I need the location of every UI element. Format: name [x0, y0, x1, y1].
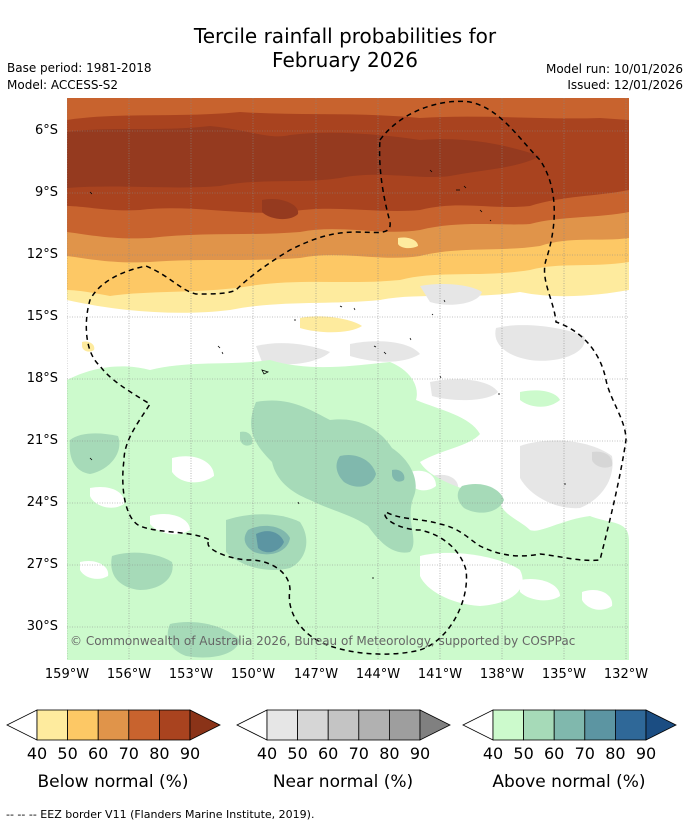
legend-extend-high [419, 709, 451, 741]
above-normal-60-area [336, 454, 376, 487]
lat-label: 15°S [26, 309, 58, 324]
legend-tick-label: 70 [118, 744, 139, 763]
model-run: Model run: 10/01/2026 [545, 62, 683, 76]
legend-title: Above normal (%) [492, 772, 646, 792]
legend-extend-low [6, 709, 38, 741]
lat-label: 30°S [26, 619, 58, 634]
legend-tick-label: 50 [57, 744, 78, 763]
legend-tick-label: 80 [149, 744, 170, 763]
legend-tick-label: 90 [179, 744, 201, 763]
lat-label: 6°S [34, 123, 58, 138]
legend-tick-label: 60 [318, 744, 339, 763]
legend-swatch [523, 709, 555, 741]
lon-label: 132°W [603, 667, 649, 682]
lon-label: 141°W [417, 667, 463, 682]
lon-label: 144°W [355, 667, 401, 682]
legend-tick-label: 60 [88, 744, 109, 763]
legend-tick-label: 40 [482, 744, 504, 763]
island-markers [89, 169, 566, 579]
legend-swatch [266, 709, 299, 741]
legend-tick-label: 50 [287, 744, 308, 763]
legend-swatch [67, 709, 99, 741]
lat-label: 9°S [34, 185, 58, 200]
lon-label: 138°W [479, 667, 525, 682]
title-line-1: Tercile rainfall probabilities for [193, 24, 497, 48]
legend-extend-low [236, 709, 268, 741]
legend-tick-label: 70 [574, 744, 595, 763]
eez-border [85, 100, 627, 655]
legend-tick-label: 40 [26, 744, 48, 763]
legend-extend-low [462, 709, 494, 741]
legend-swatch [614, 709, 647, 741]
legend-title: Below normal (%) [37, 772, 189, 792]
colorbar-legend [462, 708, 682, 742]
below-normal-90-area [67, 126, 540, 188]
lat-label: 27°S [26, 557, 58, 572]
legend-swatch [297, 709, 329, 741]
legend-tick-label: 40 [256, 744, 278, 763]
legend-swatch [97, 709, 130, 741]
above-normal-50-area [69, 433, 120, 474]
lon-label: 159°W [44, 667, 90, 682]
lat-label: 18°S [26, 371, 58, 386]
legend-swatch [327, 709, 360, 741]
lon-label: 147°W [293, 667, 339, 682]
lat-label: 24°S [26, 495, 58, 510]
lon-label: 135°W [541, 667, 587, 682]
model-name: Model: ACCESS-S2 [7, 78, 119, 92]
legend-swatch [128, 709, 160, 741]
map-gridlines [67, 98, 629, 660]
issued-date: Issued: 12/01/2026 [567, 78, 683, 92]
legend-title: Near normal (%) [272, 772, 414, 792]
legend-extend-high [645, 709, 677, 741]
legend-swatch [358, 709, 390, 741]
legend-tick-label: 50 [513, 744, 534, 763]
eez-footnote: -- -- -- EEZ border V11 (Flanders Marine… [6, 808, 315, 821]
legend-swatch [36, 709, 69, 741]
legend-tick-label: 90 [635, 744, 657, 763]
colorbar-legend [6, 708, 226, 742]
legend-tick-label: 80 [605, 744, 626, 763]
legend-swatch [553, 709, 586, 741]
copyright-notice: © Commonwealth of Australia 2026, Bureau… [70, 634, 576, 648]
lon-label: 153°W [168, 667, 214, 682]
legend-swatch [388, 709, 421, 741]
legend-tick-label: 60 [544, 744, 565, 763]
lon-label: 156°W [106, 667, 152, 682]
title-line-2: February 2026 [272, 48, 418, 72]
legend-tick-label: 80 [379, 744, 400, 763]
rainfall-probability-map [67, 98, 629, 660]
lon-label: 150°W [230, 667, 276, 682]
legend-swatch [158, 709, 191, 741]
legend-extend-high [189, 709, 221, 741]
legend-swatch [584, 709, 616, 741]
legend-swatch [492, 709, 525, 741]
lat-label: 21°S [26, 433, 58, 448]
legend-tick-label: 90 [409, 744, 431, 763]
colorbar-legend [236, 708, 456, 742]
base-period: Base period: 1981-2018 [7, 61, 152, 75]
legend-tick-label: 70 [348, 744, 369, 763]
lat-label: 12°S [26, 247, 58, 262]
